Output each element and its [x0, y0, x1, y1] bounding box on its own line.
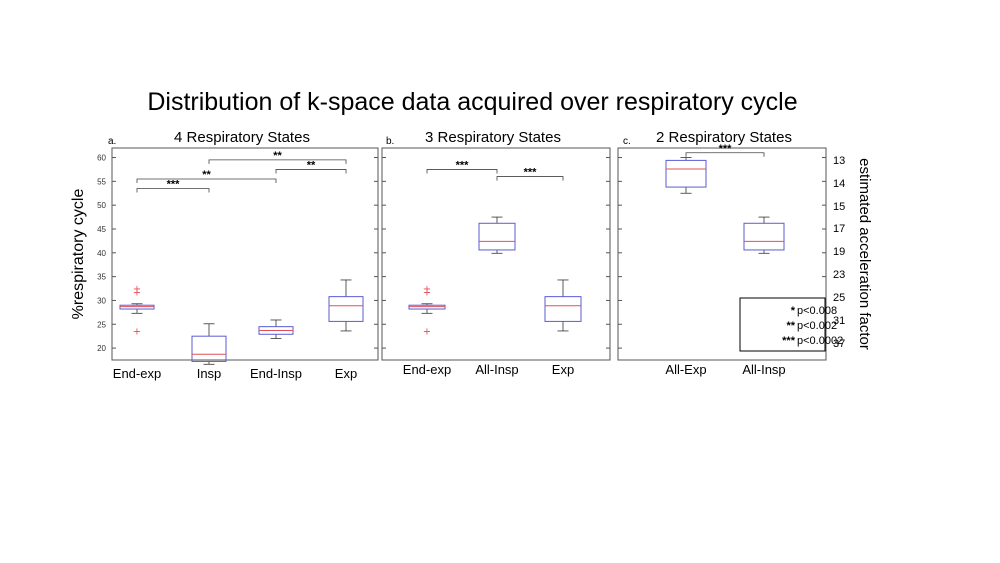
- significance-stars: **: [202, 169, 211, 181]
- significance-stars: ***: [456, 159, 470, 171]
- y-tick-label: 30: [97, 296, 106, 305]
- panel-title: 4 Respiratory States: [174, 129, 310, 146]
- significance-bracket: [275, 169, 347, 174]
- panel-frame: [617, 147, 827, 361]
- y-tick-label: 60: [97, 154, 106, 163]
- right-axis-label: estimated acceleration factor: [856, 158, 873, 350]
- panel-title: 2 Respiratory States: [656, 129, 792, 146]
- right-axis-tick-label: 31: [833, 315, 845, 327]
- significance-bracket: [136, 188, 210, 193]
- outlier-point: +: [133, 284, 141, 295]
- box-all-insp: [478, 222, 516, 251]
- y-tick-label: 35: [97, 273, 106, 282]
- right-axis-tick-label: 19: [833, 246, 845, 258]
- right-axis-tick-label: 25: [833, 292, 845, 304]
- panel-letter: a.: [108, 136, 116, 147]
- x-tick-label: Exp: [335, 366, 357, 381]
- right-axis-tick-label: 17: [833, 223, 845, 235]
- significance-bracket: [208, 159, 347, 164]
- y-tick-label: 20: [97, 344, 106, 353]
- outlier-point: +: [133, 326, 141, 337]
- x-tick-label: All-Exp: [665, 362, 706, 377]
- y-tick-label: 55: [97, 177, 106, 186]
- panel-letter: c.: [623, 136, 631, 147]
- x-tick-label: All-Insp: [475, 362, 518, 377]
- box-insp: [191, 335, 227, 362]
- box-all-insp: [743, 222, 785, 251]
- legend-stars: *: [791, 305, 796, 317]
- y-tick-label: 40: [97, 249, 106, 258]
- right-axis-tick-label: 15: [833, 201, 845, 213]
- figure-title: Distribution of k-space data acquired ov…: [147, 88, 798, 116]
- legend-stars: **: [786, 320, 795, 332]
- x-tick-label: Insp: [197, 366, 222, 381]
- x-tick-label: Exp: [552, 362, 574, 377]
- right-axis-tick-label: 13: [833, 155, 845, 167]
- panel-title: 3 Respiratory States: [425, 129, 561, 146]
- significance-bracket: [685, 152, 765, 157]
- y-tick-label: 25: [97, 320, 106, 329]
- x-tick-label: All-Insp: [742, 362, 785, 377]
- outlier-point: +: [133, 287, 141, 298]
- outlier-point: +: [423, 284, 431, 295]
- panel-letter: b.: [386, 136, 394, 147]
- panel-frame: [381, 147, 611, 361]
- box-exp: [544, 296, 582, 322]
- panel-frame: [111, 147, 379, 361]
- legend-text: p<0.0002: [797, 335, 843, 347]
- right-axis-tick-label: 14: [833, 178, 845, 190]
- significance-bracket: [426, 169, 498, 174]
- y-axis-label: %respiratory cycle: [70, 189, 87, 320]
- y-tick-label: 45: [97, 225, 106, 234]
- significance-bracket: [496, 176, 564, 181]
- box-exp: [328, 296, 364, 322]
- legend-text: p<0.008: [797, 305, 837, 317]
- significance-stars: **: [307, 159, 316, 171]
- right-axis-tick-label: 23: [833, 269, 845, 281]
- box-all-exp: [665, 159, 707, 188]
- outlier-point: +: [423, 287, 431, 298]
- legend-text: p<0.002: [797, 320, 837, 332]
- x-tick-label: End-exp: [403, 362, 451, 377]
- right-axis-tick-label: 37: [833, 338, 845, 350]
- significance-stars: **: [273, 150, 282, 162]
- y-tick-label: 50: [97, 201, 106, 210]
- significance-stars: ***: [524, 167, 538, 179]
- x-tick-label: End-exp: [113, 366, 161, 381]
- significance-stars: ***: [719, 143, 733, 155]
- outlier-point: +: [423, 326, 431, 337]
- legend-stars: ***: [782, 335, 796, 347]
- significance-stars: ***: [167, 178, 181, 190]
- x-tick-label: End-Insp: [250, 366, 302, 381]
- significance-bracket: [136, 178, 277, 183]
- significance-legend-box: [739, 297, 826, 352]
